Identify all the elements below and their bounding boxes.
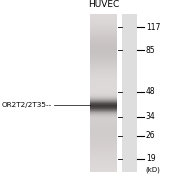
Text: OR2T2/2T35--: OR2T2/2T35-- [2,102,52,108]
Text: 26: 26 [146,131,155,140]
Text: (kD): (kD) [146,166,161,173]
Text: 48: 48 [146,87,155,96]
Text: 117: 117 [146,23,160,32]
Text: 34: 34 [146,112,156,121]
Text: HUVEC: HUVEC [88,0,119,9]
Text: 19: 19 [146,154,155,163]
Text: 85: 85 [146,46,155,55]
